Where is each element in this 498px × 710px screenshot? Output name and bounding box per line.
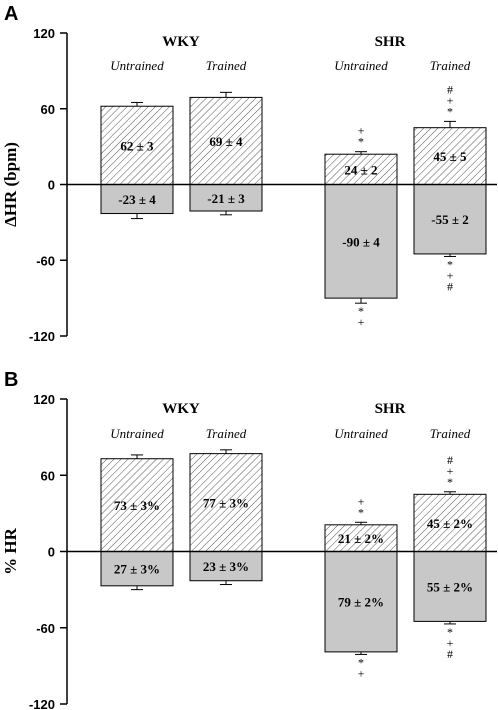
data-label: 55 ± 2% [427, 579, 473, 594]
group-label: WKY [162, 401, 200, 417]
bar-hatched [413, 493, 487, 552]
data-label: 23 ± 3% [203, 559, 249, 574]
bar-solid [324, 184, 398, 299]
y-tick-label: 120 [33, 26, 55, 41]
category-label: Untrained [110, 58, 164, 73]
bar-solid [100, 551, 174, 587]
y-tick-label: 0 [48, 545, 55, 560]
significance-mark: * [358, 505, 364, 519]
bar-solid [413, 184, 487, 255]
panel-label: B [4, 369, 18, 391]
data-label: -23 ± 4 [118, 192, 156, 207]
bar-hatched [189, 453, 263, 553]
significance-mark: * [447, 257, 453, 271]
y-tick-label: -120 [29, 697, 55, 710]
category-label: Trained [206, 58, 247, 73]
data-label: 79 ± 2% [338, 595, 384, 610]
significance-mark: + [358, 124, 365, 138]
y-axis-label: ΔHR (bpm) [1, 142, 20, 227]
category-label: Trained [206, 426, 247, 441]
significance-mark: + [358, 494, 365, 508]
significance-mark: * [447, 104, 453, 118]
group-label: SHR [375, 401, 406, 417]
y-tick-label: 0 [48, 178, 55, 193]
significance-mark: + [358, 666, 365, 680]
data-label: 21 ± 2% [338, 531, 384, 546]
y-axis-label: % HR [1, 527, 20, 574]
category-label: Untrained [334, 426, 388, 441]
data-label: 45 ± 5 [433, 149, 467, 164]
significance-mark: * [447, 475, 453, 489]
significance-mark: * [358, 304, 364, 318]
data-label: -55 ± 2 [431, 212, 468, 227]
bar-solid [189, 184, 263, 212]
y-tick-label: -60 [36, 253, 55, 268]
data-label: 27 ± 3% [114, 562, 160, 577]
panel-b: B % HR 120 60 0 -60 -120 WKY SHR Untrained Trained… [1, 369, 497, 710]
y-tick-label: 120 [33, 392, 55, 407]
significance-mark: # [447, 82, 453, 96]
data-label: 45 ± 2% [427, 516, 473, 531]
significance-mark: # [447, 453, 453, 467]
significance-mark: # [447, 279, 453, 293]
data-label: -21 ± 3 [207, 191, 245, 206]
category-label: Untrained [110, 426, 164, 441]
significance-mark: * [447, 625, 453, 639]
data-label: 77 ± 3% [203, 496, 249, 511]
data-label: 73 ± 3% [114, 498, 160, 513]
significance-mark: + [447, 93, 454, 107]
significance-mark: * [358, 135, 364, 149]
panel-a: A ΔHR (bpm) 120 60 0 -60 -120 WKY SHR Untrained Tr… [1, 3, 497, 344]
significance-mark: + [447, 268, 454, 282]
significance-mark: + [358, 315, 365, 329]
group-label: WKY [162, 34, 200, 50]
bar-solid [324, 551, 398, 653]
group-label: SHR [375, 34, 406, 50]
significance-mark: + [447, 464, 454, 478]
bar-hatched [324, 524, 398, 552]
bar-hatched [189, 96, 263, 185]
bar-hatched [413, 127, 487, 185]
bar-solid [413, 551, 487, 622]
data-label: 24 ± 2 [344, 162, 377, 177]
data-label: 62 ± 3 [120, 138, 154, 153]
bar-hatched [100, 458, 174, 552]
panel-label: A [4, 3, 18, 25]
y-tick-label: 60 [41, 468, 55, 483]
significance-mark: # [447, 647, 453, 661]
data-label: 69 ± 4 [209, 134, 243, 149]
data-label: -90 ± 4 [342, 234, 380, 249]
category-label: Untrained [334, 58, 388, 73]
y-tick-label: 60 [41, 102, 55, 117]
y-tick-label: -120 [29, 329, 55, 344]
significance-mark: * [358, 655, 364, 669]
category-label: Trained [430, 58, 471, 73]
category-label: Trained [430, 426, 471, 441]
significance-mark: + [447, 636, 454, 650]
y-tick-label: -60 [36, 621, 55, 636]
